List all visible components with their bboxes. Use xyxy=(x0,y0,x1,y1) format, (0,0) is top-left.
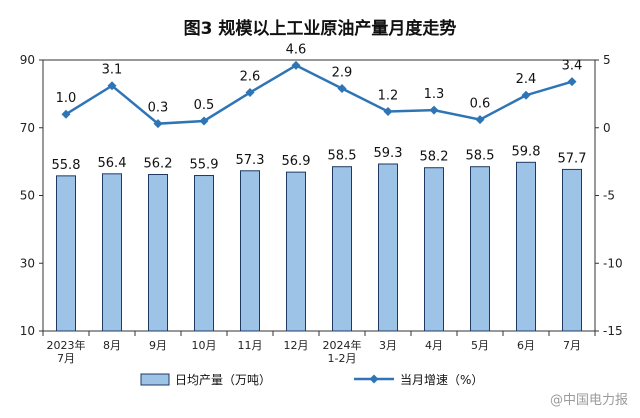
legend: 日均产量（万吨） 当月增速（%） xyxy=(140,373,483,387)
bar-value-label: 59.8 xyxy=(512,144,541,159)
bar xyxy=(240,170,260,332)
bar-value-label: 56.9 xyxy=(282,154,311,169)
bar-value-label: 58.5 xyxy=(328,149,357,164)
line-point-marker xyxy=(383,106,393,116)
bar xyxy=(148,173,168,332)
line-value-label: 3.4 xyxy=(562,59,583,74)
bar xyxy=(562,168,582,332)
line-point-marker xyxy=(567,77,577,87)
line-point-marker xyxy=(337,83,347,93)
line-value-label: 1.0 xyxy=(56,91,77,106)
line-point-marker xyxy=(61,109,71,119)
legend-line-marker xyxy=(369,374,379,384)
line-value-label: 0.3 xyxy=(148,101,169,116)
x-tick-label: 7月 xyxy=(57,352,75,365)
bar-value-label: 58.5 xyxy=(466,149,495,164)
line-value-label: 3.1 xyxy=(102,63,123,78)
bar-series xyxy=(56,161,582,332)
left-axis-tick-label: 30 xyxy=(20,256,35,270)
chart-title: 图3 规模以上工业原油产量月度走势 xyxy=(184,18,457,39)
x-tick-label: 2023年 xyxy=(47,338,86,352)
x-tick-label: 8月 xyxy=(103,339,121,352)
x-tick-label: 2024年 xyxy=(323,338,362,352)
line-value-label: 2.6 xyxy=(240,70,261,85)
bar-value-label: 57.7 xyxy=(558,151,587,166)
line-series xyxy=(61,60,577,129)
line-point-marker xyxy=(245,88,255,98)
x-tick-label: 4月 xyxy=(425,339,443,352)
legend-bar-label: 日均产量（万吨） xyxy=(175,373,271,387)
bar-value-label: 57.3 xyxy=(236,153,265,168)
right-axis-tick-label: 5 xyxy=(603,53,611,67)
line-value-label: 0.5 xyxy=(194,98,215,113)
line-value-label: 4.6 xyxy=(286,42,307,57)
line-point-marker xyxy=(521,90,531,100)
line-point-marker xyxy=(475,115,485,125)
left-axis-tick-label: 70 xyxy=(20,121,35,135)
x-tick-label: 7月 xyxy=(563,339,581,352)
plot-frame xyxy=(42,59,596,332)
line-data-labels: 1.0 3.1 0.3 0.5 2.6 4.6 2.9 1.2 1.3 0.6 2.4 3.4 xyxy=(56,42,583,115)
line-point-marker xyxy=(107,81,117,91)
bar xyxy=(424,167,444,332)
left-axis-tick-label: 10 xyxy=(20,324,35,338)
x-tick-label: 10月 xyxy=(192,339,217,352)
bar xyxy=(378,163,398,332)
x-tick-label: 1-2月 xyxy=(328,352,357,365)
legend-bar-swatch xyxy=(140,373,170,386)
right-axis-tick-label: 0 xyxy=(603,121,611,135)
x-tick-label: 5月 xyxy=(471,339,489,352)
growth-line xyxy=(65,63,573,125)
legend-line-label: 当月增速（%） xyxy=(400,373,483,387)
watermark: @中国电力报 xyxy=(550,393,628,408)
line-value-label: 0.6 xyxy=(470,97,491,112)
bar xyxy=(470,166,490,332)
bar-value-label: 58.2 xyxy=(420,150,449,165)
x-tick-label: 9月 xyxy=(149,339,167,352)
line-point-marker xyxy=(199,116,209,126)
x-tick-label: 3月 xyxy=(379,339,397,352)
bar xyxy=(194,175,214,332)
left-axis-tick-label: 90 xyxy=(20,53,35,67)
x-tick-label: 12月 xyxy=(284,339,309,352)
bar xyxy=(332,166,352,332)
right-axis-tick-label: -10 xyxy=(603,256,623,270)
x-tick-label: 6月 xyxy=(517,339,535,352)
bar xyxy=(516,161,536,332)
line-value-label: 2.9 xyxy=(332,65,353,80)
line-value-label: 2.4 xyxy=(516,72,537,87)
line-value-label: 1.2 xyxy=(378,88,399,103)
right-axis-tick-label: -5 xyxy=(603,189,615,203)
bar-value-label: 59.3 xyxy=(374,146,403,161)
right-axis-tick-label: -15 xyxy=(603,324,623,338)
bar-value-label: 55.8 xyxy=(52,158,81,173)
line-value-label: 1.3 xyxy=(424,87,445,102)
bar xyxy=(102,173,122,332)
x-tick-label: 11月 xyxy=(238,339,263,352)
bar-value-label: 56.4 xyxy=(98,156,127,171)
line-point-marker xyxy=(429,105,439,115)
left-axis-tick-label: 50 xyxy=(20,189,35,203)
bar-data-labels: 55.8 56.4 56.2 55.9 57.3 56.9 58.5 59.3 58.2 58.5… xyxy=(52,144,587,173)
bar-value-label: 55.9 xyxy=(190,158,219,173)
bar xyxy=(286,171,306,332)
axes: 10 30 50 70 90 -15 -10 -5 0 5 xyxy=(20,53,623,338)
line-point-marker xyxy=(153,119,163,129)
bar xyxy=(56,175,76,332)
bar-value-label: 56.2 xyxy=(144,156,173,171)
line-point-marker xyxy=(291,60,301,70)
